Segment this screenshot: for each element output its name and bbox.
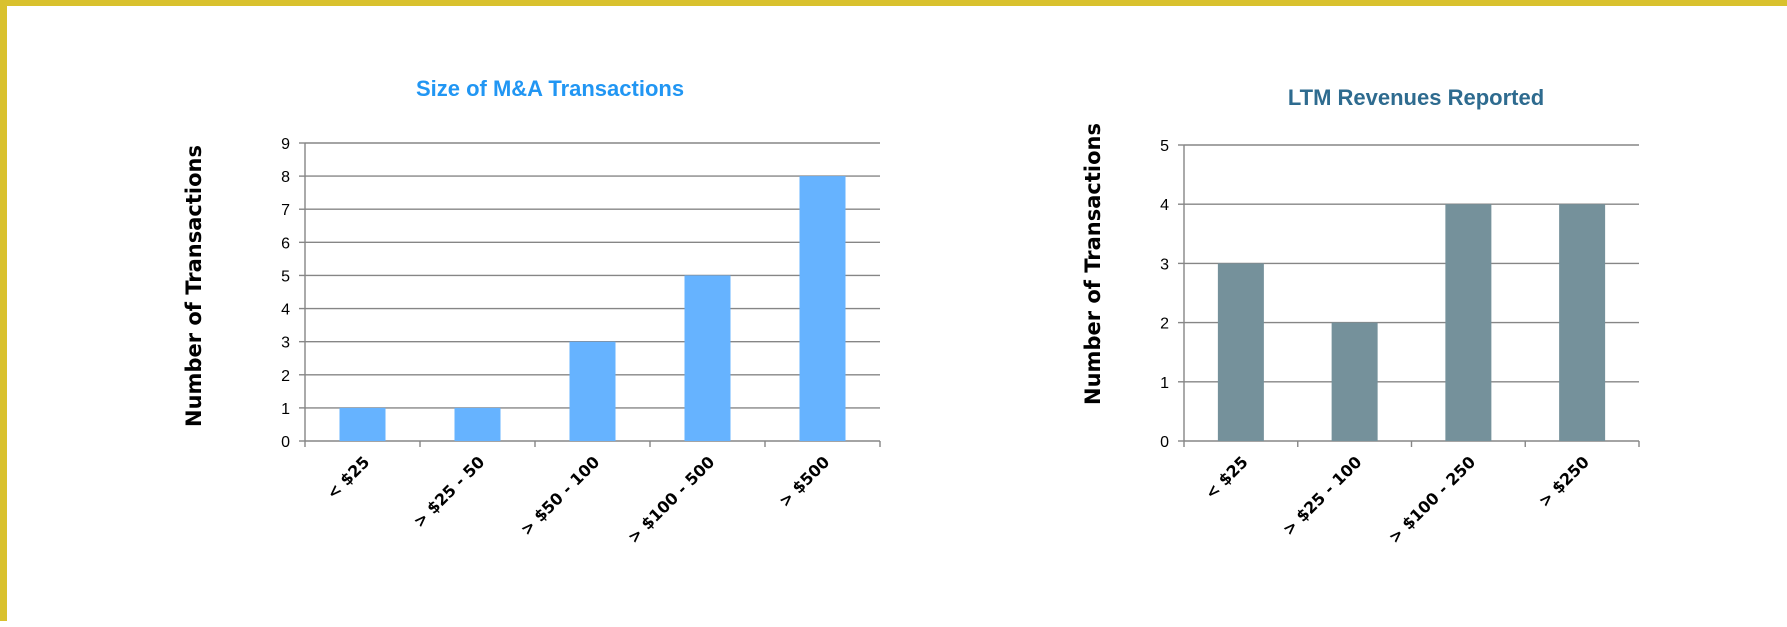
chart1-ytick-label: 2 [281,368,290,385]
chart1-ytick-label: 7 [281,202,290,219]
chart2-ytick-label: 0 [1160,434,1169,451]
chart2-bar [1559,204,1606,441]
chart1-bar [684,275,731,441]
chart2-xtick-label: > $100 - 250 [1385,452,1480,547]
chart2-xtick-label: < $25 [1201,452,1251,502]
chart1-title: Size of M&A Transactions [416,76,684,101]
chart1-ytick-label: 8 [281,169,290,186]
chart1-bar [569,341,616,441]
chart2-ytick-label: 1 [1160,375,1169,392]
chart1-ytick-label: 3 [281,335,290,352]
chart1-xtick-label: > $100 - 500 [624,452,719,547]
charts-canvas: Size of M&A Transactions Number of Trans… [182,76,1640,547]
chart2-bar [1217,263,1264,441]
chart1-bar [339,407,386,441]
chart2-bar [1331,322,1378,441]
chart1-ytick-label: 1 [281,401,290,418]
chart2-xtick-label: > $250 [1535,452,1593,510]
chart2-bar [1445,204,1492,441]
chart2-ytick-label: 4 [1160,197,1169,214]
chart1-ytick-label: 6 [281,235,290,252]
chart1-ytick-label: 9 [281,136,290,153]
chart1-bar [799,176,846,441]
chart2-ytick-label: 3 [1160,256,1169,273]
chart2-ylabel: Number of Transactions [1081,123,1105,405]
chart1-plot-area: 0 1 2 3 4 5 6 7 8 9 < $25 > $25 - 50 > $50 - 100 > $1… [281,136,881,547]
chart1-xtick-label: > $25 - 50 [410,452,489,531]
chart1-bar [454,407,501,441]
chart1-xtick-label: > $500 [775,452,833,510]
chart2-xtick-label: > $25 - 100 [1279,452,1366,539]
chart2-ytick-label: 5 [1160,138,1169,155]
chart2-plot-area: 0 1 2 3 4 5 < $25 > $25 - 100 > $100 - 250 > $250 [1160,138,1640,547]
chart1-ytick-label: 0 [281,434,290,451]
chart2-title: LTM Revenues Reported [1288,85,1544,110]
chart1-ytick-label: 4 [281,302,290,319]
chart1-ylabel: Number of Transactions [182,145,206,427]
chart1-xtick-label: > $50 - 100 [517,452,604,539]
chart1-ytick-label: 5 [281,268,290,285]
chart1-xtick-label: < $25 [323,452,373,502]
chart2-ytick-label: 2 [1160,316,1169,333]
